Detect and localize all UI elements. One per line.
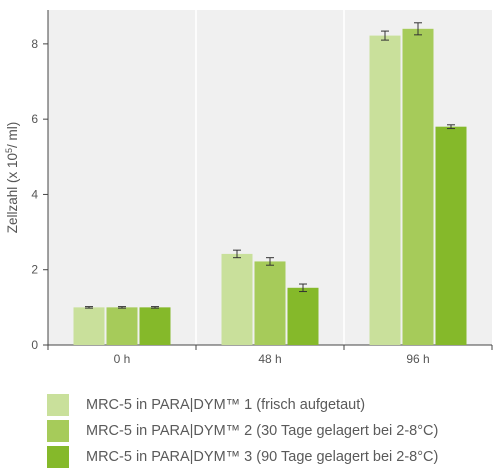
bar-48h-series-3 [287, 287, 319, 345]
legend-swatch-series-1 [47, 394, 69, 416]
y-tick-label: 2 [31, 263, 38, 277]
bar-0h-series-1 [73, 307, 105, 345]
legend-label-series-2: MRC-5 in PARA|DYM™ 2 (30 Tage gelagert b… [86, 423, 439, 439]
legend-item-series-1: MRC-5 in PARA|DYM™ 1 (frisch aufgetaut) [47, 392, 438, 418]
x-tick-label: 96 h [406, 352, 429, 366]
bar-96h-series-1 [369, 35, 401, 345]
legend-swatch-series-2 [47, 420, 69, 442]
y-tick-label: 4 [31, 187, 38, 201]
legend-swatch-series-3 [47, 446, 69, 468]
bar-48h-series-1 [221, 253, 253, 345]
bar-48h-series-2 [254, 261, 286, 345]
y-axis-title-superscript: 5 [4, 148, 14, 153]
legend-label-series-3: MRC-5 in PARA|DYM™ 3 (90 Tage gelagert b… [86, 449, 439, 465]
bar-0h-series-3 [139, 307, 171, 345]
y-tick-label: 0 [31, 338, 38, 352]
y-axis-title-main: Zellzahl (x 10 [5, 153, 20, 233]
bar-0h-series-2 [106, 307, 138, 345]
y-axis-title-tail: / ml) [5, 122, 20, 148]
y-tick-label: 6 [31, 112, 38, 126]
legend-item-series-3: MRC-5 in PARA|DYM™ 3 (90 Tage gelagert b… [47, 444, 438, 470]
y-tick-label: 8 [31, 37, 38, 51]
bar-96h-series-3 [435, 126, 467, 345]
x-tick-label: 48 h [258, 352, 281, 366]
bar-96h-series-2 [402, 28, 434, 346]
legend-label-series-1: MRC-5 in PARA|DYM™ 1 (frisch aufgetaut) [86, 397, 366, 413]
y-axis-title: Zellzahl (x 105/ ml) [4, 122, 20, 234]
chart-legend: MRC-5 in PARA|DYM™ 1 (frisch aufgetaut) … [47, 392, 438, 470]
legend-item-series-2: MRC-5 in PARA|DYM™ 2 (30 Tage gelagert b… [47, 418, 438, 444]
x-tick-label: 0 h [114, 352, 131, 366]
